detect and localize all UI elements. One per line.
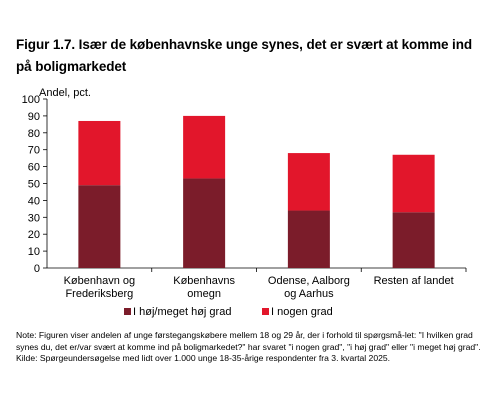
y-tick-label: 30 — [28, 212, 40, 224]
bar-segment — [287, 210, 330, 268]
x-tick-label: Københavns — [173, 275, 235, 287]
x-tick-label: Resten af landet — [374, 275, 454, 287]
y-tick-label: 90 — [28, 111, 40, 123]
note-text: Note: Figuren viser andelen af unge førs… — [16, 330, 481, 352]
y-tick-label: 100 — [22, 94, 40, 106]
y-tick-label: 80 — [28, 128, 40, 140]
y-tick-label: 60 — [28, 162, 40, 174]
y-tick-label: 20 — [28, 229, 40, 241]
bar-segment — [392, 154, 435, 213]
footnote: Note: Figuren viser andelen af unge førs… — [16, 330, 486, 365]
y-tick-label: 70 — [28, 145, 40, 157]
bar-segment — [183, 115, 226, 179]
y-tick-label: 0 — [34, 263, 40, 275]
stacked-bar-chart: 0 10 20 30 40 50 60 70 80 90 100 København ogFrede… — [22, 94, 467, 318]
source-text: Kilde: Spørgeundersøgelse med lidt over … — [16, 353, 391, 363]
x-tick-label: omegn — [187, 288, 221, 300]
x-tick-label: København og — [64, 275, 136, 287]
y-tick-label: 10 — [28, 246, 40, 258]
bars — [78, 115, 435, 268]
y-tick-label: 40 — [28, 195, 40, 207]
legend: I høj/meget høj grad I nogen grad — [124, 306, 333, 318]
legend-label: I høj/meget høj grad — [133, 306, 231, 318]
y-axis-label: Andel, pct. — [39, 87, 91, 99]
bar-segment — [183, 178, 226, 268]
legend-swatch — [262, 308, 269, 315]
bar-segment — [78, 120, 121, 186]
x-tick-label: Frederiksberg — [65, 288, 133, 300]
y-tick-label: 50 — [28, 179, 40, 191]
bar-segment — [392, 212, 435, 268]
x-tick-label: og Aarhus — [284, 288, 334, 300]
x-tick-label: Odense, Aalborg — [268, 275, 350, 287]
bar-segment — [78, 185, 121, 268]
chart-title: Figur 1.7. Især de københavnske unge syn… — [16, 37, 473, 74]
bar-segment — [287, 153, 330, 211]
legend-label: I nogen grad — [271, 306, 333, 318]
legend-swatch — [124, 308, 131, 315]
